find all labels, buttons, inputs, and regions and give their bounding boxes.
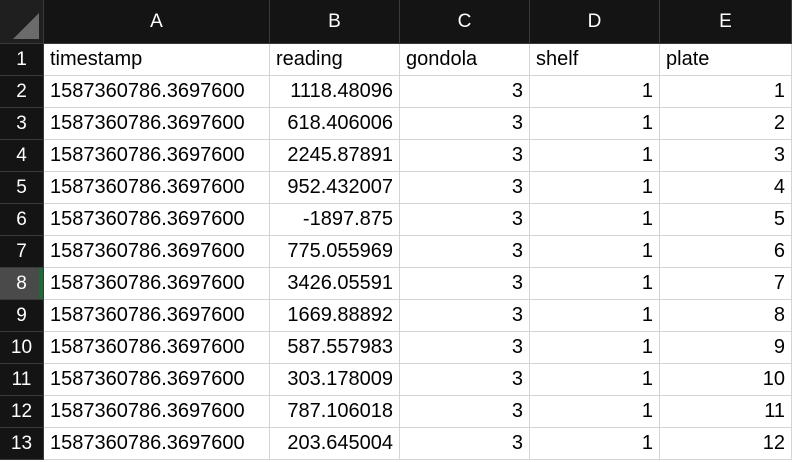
cell-e4[interactable]: 3 — [660, 140, 792, 172]
cell-c6[interactable]: 3 — [400, 204, 530, 236]
cell-d13[interactable]: 1 — [530, 428, 660, 460]
cell-d12[interactable]: 1 — [530, 396, 660, 428]
cell-c7[interactable]: 3 — [400, 236, 530, 268]
column-header-d[interactable]: D — [530, 0, 660, 44]
column-header-c[interactable]: C — [400, 0, 530, 44]
column-header-a[interactable]: A — [44, 0, 270, 44]
cell-c8[interactable]: 3 — [400, 268, 530, 300]
cell-c9[interactable]: 3 — [400, 300, 530, 332]
cell-e10[interactable]: 9 — [660, 332, 792, 364]
cell-b6[interactable]: -1897.875 — [270, 204, 400, 236]
cell-d3[interactable]: 1 — [530, 108, 660, 140]
select-all-button[interactable] — [0, 0, 44, 44]
cell-d11[interactable]: 1 — [530, 364, 660, 396]
select-all-triangle-icon — [13, 13, 39, 39]
cell-b5[interactable]: 952.432007 — [270, 172, 400, 204]
row-header-2[interactable]: 2 — [0, 76, 44, 108]
cell-e7[interactable]: 6 — [660, 236, 792, 268]
row-header-9[interactable]: 9 — [0, 300, 44, 332]
cell-e5[interactable]: 4 — [660, 172, 792, 204]
cell-b11[interactable]: 303.178009 — [270, 364, 400, 396]
cell-c1[interactable]: gondola — [400, 44, 530, 76]
cell-b4[interactable]: 2245.87891 — [270, 140, 400, 172]
cell-a7[interactable]: 1587360786.3697600 — [44, 236, 270, 268]
cell-e3[interactable]: 2 — [660, 108, 792, 140]
cell-b7[interactable]: 775.055969 — [270, 236, 400, 268]
cell-b9[interactable]: 1669.88892 — [270, 300, 400, 332]
row-header-6[interactable]: 6 — [0, 204, 44, 236]
row-header-10[interactable]: 10 — [0, 332, 44, 364]
cell-b10[interactable]: 587.557983 — [270, 332, 400, 364]
cell-c2[interactable]: 3 — [400, 76, 530, 108]
cell-d7[interactable]: 1 — [530, 236, 660, 268]
cell-d1[interactable]: shelf — [530, 44, 660, 76]
cell-b3[interactable]: 618.406006 — [270, 108, 400, 140]
cell-a9[interactable]: 1587360786.3697600 — [44, 300, 270, 332]
cell-c10[interactable]: 3 — [400, 332, 530, 364]
cell-e9[interactable]: 8 — [660, 300, 792, 332]
cell-a6[interactable]: 1587360786.3697600 — [44, 204, 270, 236]
cell-c5[interactable]: 3 — [400, 172, 530, 204]
cell-a1[interactable]: timestamp — [44, 44, 270, 76]
cell-d2[interactable]: 1 — [530, 76, 660, 108]
cell-c13[interactable]: 3 — [400, 428, 530, 460]
cell-d4[interactable]: 1 — [530, 140, 660, 172]
cell-e6[interactable]: 5 — [660, 204, 792, 236]
cell-e1[interactable]: plate — [660, 44, 792, 76]
column-header-b[interactable]: B — [270, 0, 400, 44]
cell-c3[interactable]: 3 — [400, 108, 530, 140]
cell-a5[interactable]: 1587360786.3697600 — [44, 172, 270, 204]
cell-e11[interactable]: 10 — [660, 364, 792, 396]
cell-d8[interactable]: 1 — [530, 268, 660, 300]
cell-b1[interactable]: reading — [270, 44, 400, 76]
cell-a10[interactable]: 1587360786.3697600 — [44, 332, 270, 364]
row-header-7[interactable]: 7 — [0, 236, 44, 268]
cell-d6[interactable]: 1 — [530, 204, 660, 236]
cell-b2[interactable]: 1118.48096 — [270, 76, 400, 108]
cell-a8[interactable]: 1587360786.3697600 — [44, 268, 270, 300]
cell-a4[interactable]: 1587360786.3697600 — [44, 140, 270, 172]
cell-c11[interactable]: 3 — [400, 364, 530, 396]
cell-a11[interactable]: 1587360786.3697600 — [44, 364, 270, 396]
cell-b8[interactable]: 3426.05591 — [270, 268, 400, 300]
cell-d5[interactable]: 1 — [530, 172, 660, 204]
cell-e12[interactable]: 11 — [660, 396, 792, 428]
row-header-3[interactable]: 3 — [0, 108, 44, 140]
row-header-12[interactable]: 12 — [0, 396, 44, 428]
cell-d9[interactable]: 1 — [530, 300, 660, 332]
column-header-e[interactable]: E — [660, 0, 792, 44]
cell-a13[interactable]: 1587360786.3697600 — [44, 428, 270, 460]
row-header-1[interactable]: 1 — [0, 44, 44, 76]
row-header-8[interactable]: 8 — [0, 268, 44, 300]
row-header-13[interactable]: 13 — [0, 428, 44, 460]
cell-b12[interactable]: 787.106018 — [270, 396, 400, 428]
cell-a2[interactable]: 1587360786.3697600 — [44, 76, 270, 108]
row-header-5[interactable]: 5 — [0, 172, 44, 204]
cell-a3[interactable]: 1587360786.3697600 — [44, 108, 270, 140]
cell-c4[interactable]: 3 — [400, 140, 530, 172]
cell-e2[interactable]: 1 — [660, 76, 792, 108]
row-header-4[interactable]: 4 — [0, 140, 44, 172]
cell-a12[interactable]: 1587360786.3697600 — [44, 396, 270, 428]
cell-c12[interactable]: 3 — [400, 396, 530, 428]
cell-e8[interactable]: 7 — [660, 268, 792, 300]
cell-b13[interactable]: 203.645004 — [270, 428, 400, 460]
cell-e13[interactable]: 12 — [660, 428, 792, 460]
row-header-11[interactable]: 11 — [0, 364, 44, 396]
cell-d10[interactable]: 1 — [530, 332, 660, 364]
